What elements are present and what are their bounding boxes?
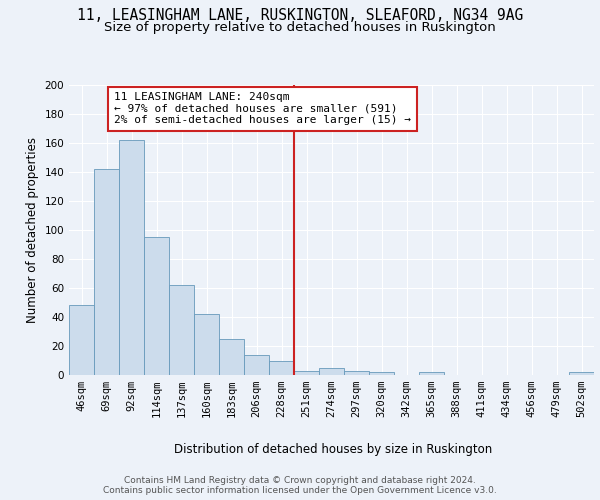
- Bar: [369, 372, 394, 375]
- Bar: [269, 360, 294, 375]
- Bar: [69, 306, 94, 375]
- Bar: [244, 354, 269, 375]
- Bar: [194, 314, 219, 375]
- Bar: [319, 368, 344, 375]
- Bar: [294, 370, 319, 375]
- Bar: [419, 372, 444, 375]
- Bar: [144, 238, 169, 375]
- Text: 11, LEASINGHAM LANE, RUSKINGTON, SLEAFORD, NG34 9AG: 11, LEASINGHAM LANE, RUSKINGTON, SLEAFOR…: [77, 8, 523, 22]
- Bar: [219, 339, 244, 375]
- Text: Size of property relative to detached houses in Ruskington: Size of property relative to detached ho…: [104, 21, 496, 34]
- Bar: [169, 285, 194, 375]
- Bar: [119, 140, 144, 375]
- Bar: [569, 372, 594, 375]
- Y-axis label: Number of detached properties: Number of detached properties: [26, 137, 39, 323]
- Text: 11 LEASINGHAM LANE: 240sqm
← 97% of detached houses are smaller (591)
2% of semi: 11 LEASINGHAM LANE: 240sqm ← 97% of deta…: [114, 92, 411, 126]
- Text: Distribution of detached houses by size in Ruskington: Distribution of detached houses by size …: [174, 442, 492, 456]
- Text: Contains HM Land Registry data © Crown copyright and database right 2024.
Contai: Contains HM Land Registry data © Crown c…: [103, 476, 497, 496]
- Bar: [344, 370, 369, 375]
- Bar: [94, 169, 119, 375]
